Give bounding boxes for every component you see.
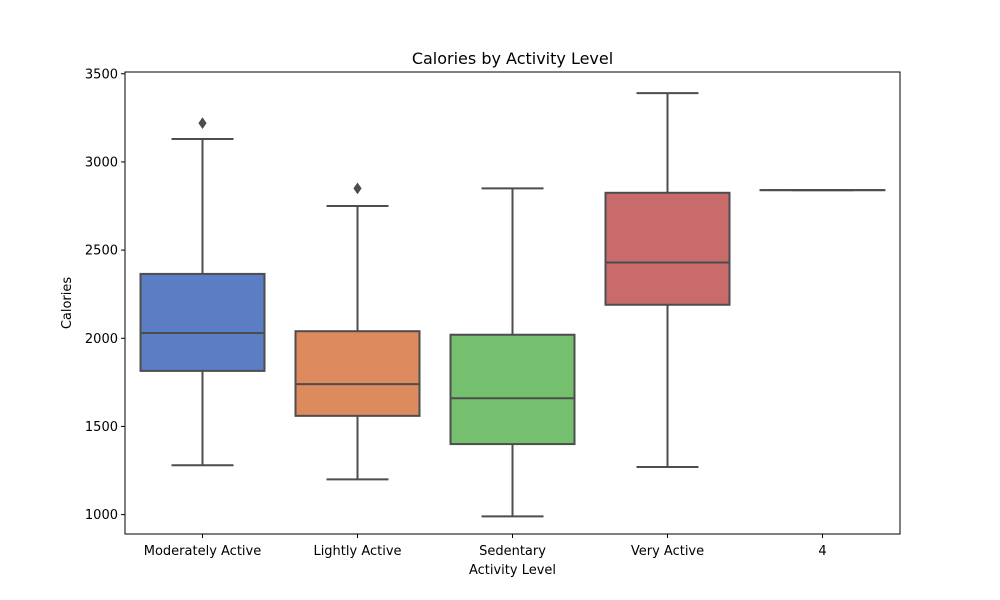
y-tick-label: 3500 xyxy=(85,67,118,82)
outlier-point xyxy=(353,182,362,195)
x-tick-label: Very Active xyxy=(631,544,704,559)
box-iqr xyxy=(139,272,266,372)
chart-title: Calories by Activity Level xyxy=(412,49,613,68)
outlier-point xyxy=(198,117,207,130)
x-tick-label: Lightly Active xyxy=(313,544,401,559)
x-tick-label: Moderately Active xyxy=(144,544,261,559)
plot-frame xyxy=(124,71,901,535)
y-tick-label: 2500 xyxy=(85,244,118,259)
box-iqr xyxy=(449,333,576,446)
x-tick-label: Sedentary xyxy=(479,544,546,559)
box-iqr xyxy=(604,191,731,306)
box-iqr xyxy=(294,330,421,417)
y-axis-title: Calories xyxy=(60,277,75,330)
x-tick-label: 4 xyxy=(818,544,826,559)
y-tick-label: 1500 xyxy=(85,420,118,435)
y-tick-label: 2000 xyxy=(85,332,118,347)
y-tick-label: 3000 xyxy=(85,155,118,170)
y-tick-label: 1000 xyxy=(85,508,118,523)
x-axis-title: Activity Level xyxy=(469,563,556,578)
plot-layer: 1000 1500 2000 2500 3000 3500 Moderately Activ… xyxy=(85,67,886,559)
